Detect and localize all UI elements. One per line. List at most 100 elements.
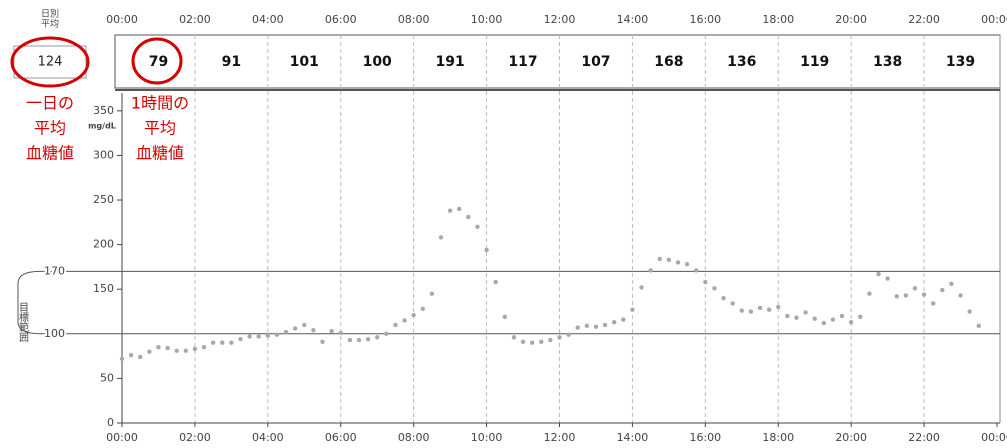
reading-point [174, 348, 179, 353]
reading-point [958, 293, 963, 298]
period-average: 136 [727, 54, 756, 70]
reading-point [466, 214, 471, 220]
reading-point [220, 340, 225, 345]
target-label: 100 [44, 327, 65, 340]
y-tick-label: 350 [93, 104, 114, 117]
x-tick-label: 10:00 [471, 431, 503, 444]
reading-point [548, 337, 553, 343]
annotation: 平均 [34, 119, 66, 138]
reading-point [757, 305, 763, 311]
reading-point [438, 235, 444, 240]
reading-point [475, 224, 480, 229]
period-average: 79 [149, 54, 168, 70]
x-tick-label: 12:00 [544, 431, 576, 444]
y-tick-label: 300 [93, 148, 114, 161]
reading-point [830, 317, 836, 322]
reading-point [375, 335, 380, 340]
reading-point [821, 320, 827, 326]
y-tick-label: 200 [93, 238, 114, 251]
reading-point [630, 307, 635, 312]
reading-point [429, 291, 435, 296]
reading-point [302, 322, 307, 328]
reading-point [675, 260, 681, 265]
reading-point [785, 313, 790, 319]
period-average: 119 [800, 54, 829, 70]
reading-point [903, 293, 909, 298]
reading-point [311, 328, 316, 333]
period-average: 101 [290, 54, 319, 70]
reading-point [666, 257, 672, 262]
reading-point [712, 286, 717, 291]
period-average: 138 [873, 54, 902, 70]
reading-point [730, 301, 735, 306]
period-average: 191 [436, 54, 465, 70]
reading-point [921, 292, 927, 297]
unit-label: mg/dL [88, 122, 116, 131]
reading-point [867, 291, 872, 296]
reading-point [283, 329, 289, 335]
reading-point [138, 354, 143, 360]
reading-point [511, 335, 517, 340]
reading-point [365, 336, 371, 342]
daily-average-label: 平均 [41, 18, 59, 30]
daily-average-value: 124 [38, 55, 63, 70]
annotation: 一日の [26, 94, 74, 113]
reading-point [256, 334, 261, 339]
reading-point [156, 344, 161, 350]
reading-point [912, 286, 918, 291]
reading-point [320, 339, 325, 345]
reading-point [338, 330, 343, 336]
daily-average-label: 日別 [41, 9, 59, 20]
y-tick-label: 250 [93, 193, 114, 206]
period-average: 139 [946, 54, 975, 70]
reading-point [147, 349, 152, 354]
x-tick-label: 00:00 [981, 431, 1007, 444]
x-tick-label: 04:00 [252, 431, 284, 444]
reading-point [274, 332, 280, 337]
reading-point [119, 356, 125, 361]
target-bracket [17, 270, 41, 335]
reading-point [393, 322, 398, 328]
reading-point [812, 316, 817, 321]
reading-point [639, 285, 644, 290]
reading-point [794, 315, 799, 320]
x-tick-label: 04:00 [252, 13, 284, 26]
reading-point [484, 247, 489, 253]
x-tick-label: 06:00 [325, 431, 357, 444]
reading-point [584, 323, 590, 328]
y-tick-label: 0 [107, 416, 114, 429]
reading-point [210, 340, 216, 345]
highlight-circle [10, 36, 90, 88]
annotation: 血糖値 [136, 144, 184, 163]
reading-point [858, 314, 863, 320]
reading-point [575, 325, 580, 330]
x-tick-label: 16:00 [689, 431, 721, 444]
period-average: 168 [654, 54, 683, 70]
x-tick-label: 12:00 [544, 13, 576, 26]
reading-point [703, 279, 708, 285]
x-tick-label: 20:00 [835, 13, 867, 26]
period-average: 100 [363, 54, 392, 70]
period-average: 107 [581, 54, 610, 70]
reading-point [529, 340, 535, 345]
reading-point [602, 322, 608, 328]
x-tick-label: 22:00 [908, 13, 940, 26]
reading-point [557, 335, 562, 340]
reading-point [229, 340, 234, 345]
reading-point [192, 346, 198, 352]
reading-point [447, 208, 453, 213]
reading-point [402, 318, 407, 323]
reading-point [566, 332, 571, 337]
reading-point [183, 348, 189, 353]
period-average-row [114, 34, 1001, 89]
reading-point [748, 309, 754, 314]
reading-point [940, 287, 945, 293]
x-tick-label: 14:00 [617, 431, 649, 444]
reading-point [803, 310, 808, 315]
reading-point [128, 353, 134, 358]
reading-point [648, 268, 653, 273]
reading-point [721, 295, 726, 301]
reading-point [420, 306, 425, 312]
reading-point [611, 320, 617, 325]
